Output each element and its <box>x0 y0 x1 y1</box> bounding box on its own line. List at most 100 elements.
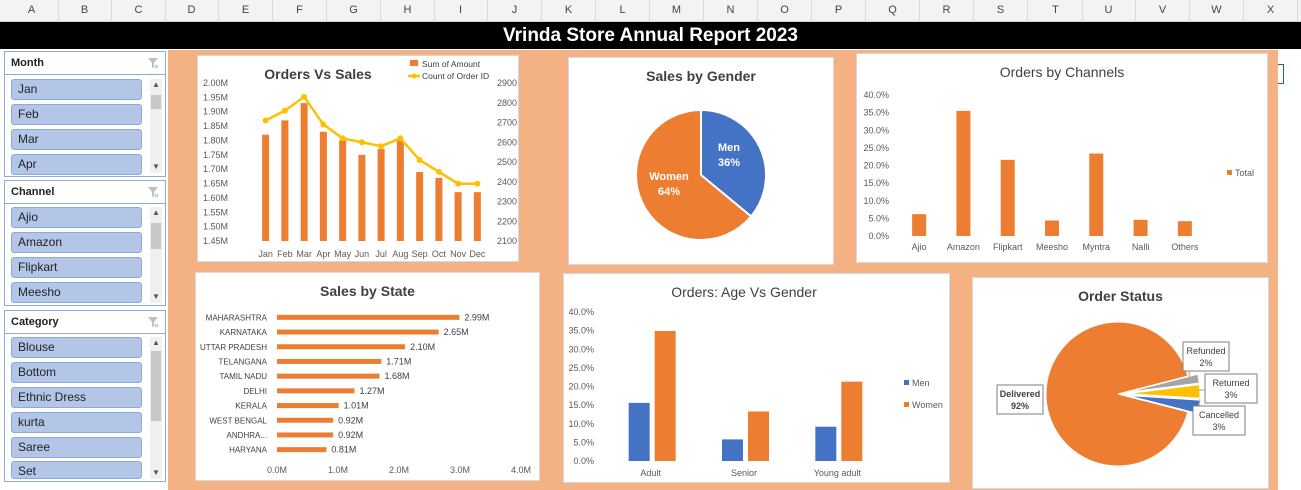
slicer-item-month[interactable]: Mar <box>11 129 142 150</box>
column-header-b[interactable]: B <box>58 0 112 21</box>
bar-value-label: 2.65M <box>444 327 469 337</box>
column-header-o[interactable]: O <box>758 0 812 21</box>
slicer-item-channel[interactable]: Meesho <box>11 282 142 303</box>
channel-slicer-scrollbar[interactable]: ▲ ▼ <box>150 207 162 303</box>
y-tick-label: 1.70M <box>203 164 228 174</box>
scroll-thumb[interactable] <box>151 223 161 249</box>
slicer-item-channel[interactable]: Ajio <box>11 207 142 228</box>
slicer-item-category[interactable]: Set <box>11 461 142 479</box>
y2-tick-label: 2700 <box>497 118 517 128</box>
column-header-j[interactable]: J <box>488 0 542 21</box>
y-tick-label: 35.0% <box>568 326 594 336</box>
column-header-c[interactable]: C <box>112 0 166 21</box>
pie-value-women: 64% <box>658 186 680 198</box>
y-tick-label: 10.0% <box>568 419 594 429</box>
callout-label-returned: Returned <box>1212 378 1249 388</box>
bar-state-sales <box>277 314 460 320</box>
clear-filter-icon[interactable] <box>147 316 159 328</box>
scroll-up-icon[interactable]: ▲ <box>152 80 160 89</box>
y-tick-label: 1.85M <box>203 121 228 131</box>
orders-by-channels-chart[interactable]: Orders by Channels 40.0% 35.0% 30.0% 25.0% 2… <box>856 53 1268 263</box>
scroll-down-icon[interactable]: ▼ <box>152 292 160 301</box>
y-tick-label: 10.0% <box>863 196 889 206</box>
column-header-h[interactable]: H <box>381 0 435 21</box>
bar-state-sales <box>277 447 327 453</box>
slicer-item-month[interactable]: Feb <box>11 104 142 125</box>
scroll-up-icon[interactable]: ▲ <box>152 338 160 347</box>
scroll-down-icon[interactable]: ▼ <box>152 162 160 171</box>
column-header-l[interactable]: L <box>596 0 650 21</box>
slicer-item-month[interactable]: Apr <box>11 154 142 175</box>
x-tick-label: Others <box>1171 242 1199 252</box>
y-tick-label: 30.0% <box>568 344 594 354</box>
y-tick-label: 40.0% <box>863 90 889 100</box>
scroll-down-icon[interactable]: ▼ <box>152 468 160 477</box>
pie-slice-men <box>700 108 767 218</box>
clear-filter-icon[interactable] <box>147 57 159 69</box>
slicer-item-month[interactable]: Jan <box>11 79 142 100</box>
category-slicer[interactable]: Category Blouse Bottom Ethnic Dress kurt… <box>4 310 166 482</box>
x-tick-label: Ajio <box>912 242 927 252</box>
column-header-r[interactable]: R <box>920 0 974 21</box>
x-tick-label: 0.0M <box>267 465 287 475</box>
scroll-thumb[interactable] <box>151 95 161 109</box>
orders-vs-sales-plot: 2.00M 1.95M 1.90M 1.85M 1.80M 1.75M 1.70M 1.65M… <box>203 59 517 259</box>
column-header-i[interactable]: I <box>434 0 488 21</box>
sales-by-state-chart[interactable]: Sales by State MAHARASHTRA 2.99M KARNATAKA… <box>195 272 540 481</box>
slicer-item-category[interactable]: kurta <box>11 412 142 433</box>
bar-value-label: 0.81M <box>331 445 356 455</box>
column-header-d[interactable]: D <box>165 0 219 21</box>
order-status-chart[interactable]: Order Status Delivered 92% Refunded 2% Retur… <box>972 277 1269 489</box>
slicer-item-channel[interactable]: Flipkart <box>11 257 142 278</box>
point-count-of-order-id <box>474 180 481 187</box>
scroll-thumb[interactable] <box>151 351 161 421</box>
slicer-item-category[interactable]: Saree <box>11 437 142 458</box>
column-header-u[interactable]: U <box>1082 0 1136 21</box>
column-header-f[interactable]: F <box>273 0 327 21</box>
chart-title: Orders: Age Vs Gender <box>671 284 817 300</box>
channel-slicer[interactable]: Channel Ajio Amazon Flipkart Meesho ▲ ▼ <box>4 180 166 306</box>
column-header-p[interactable]: P <box>812 0 866 21</box>
column-header-m[interactable]: M <box>650 0 704 21</box>
sales-by-gender-chart[interactable]: Sales by Gender Men 36% Women 64% <box>568 57 834 265</box>
month-slicer[interactable]: Month Jan Feb Mar Apr ▲ ▼ <box>4 51 166 177</box>
orders-vs-sales-chart[interactable]: Orders Vs Sales 2.00M 1.95M 1.90M 1.85M 1.80… <box>197 55 519 262</box>
y-tick-label: 40.0% <box>568 307 594 317</box>
x-tick-label: 4.0M <box>511 465 531 475</box>
column-header-n[interactable]: N <box>704 0 758 21</box>
scroll-up-icon[interactable]: ▲ <box>152 208 160 217</box>
column-header-k[interactable]: K <box>542 0 596 21</box>
category-slicer-scrollbar[interactable]: ▲ ▼ <box>150 337 162 479</box>
point-count-of-order-id <box>301 93 308 100</box>
point-count-of-order-id <box>320 121 327 128</box>
column-header-e[interactable]: E <box>219 0 273 21</box>
column-header-q[interactable]: Q <box>866 0 920 21</box>
month-slicer-scrollbar[interactable]: ▲ ▼ <box>150 79 162 173</box>
slicer-item-category[interactable]: Blouse <box>11 337 142 358</box>
bar-sum-of-amount <box>319 131 327 241</box>
x-tick-label: Flipkart <box>993 242 1023 252</box>
orders-age-vs-gender-chart[interactable]: Orders: Age Vs Gender 40.0% 35.0% 30.0% 25.… <box>563 273 950 483</box>
bar-value-label: 1.71M <box>386 356 411 366</box>
column-header-t[interactable]: T <box>1029 0 1083 21</box>
y-tick-label: 15.0% <box>863 178 889 188</box>
y-tick-label: 1.95M <box>203 92 228 102</box>
clear-filter-icon[interactable] <box>147 186 159 198</box>
chart-title: Orders by Channels <box>999 64 1125 80</box>
slicer-item-channel[interactable]: Amazon <box>11 232 142 253</box>
orders-age-vs-gender-plot: 40.0% 35.0% 30.0% 25.0% 20.0% 15.0% 10.0% 5.0% 0… <box>568 307 942 478</box>
bar-sum-of-amount <box>358 154 366 241</box>
legend-label-count-of-order-id: Count of Order ID <box>422 71 489 81</box>
column-header-a[interactable]: A <box>5 0 59 21</box>
column-header-s[interactable]: S <box>974 0 1028 21</box>
y-tick-label: 5.0% <box>573 437 594 447</box>
column-header-g[interactable]: G <box>327 0 381 21</box>
point-count-of-order-id <box>416 157 423 164</box>
column-header-v[interactable]: V <box>1136 0 1190 21</box>
slicer-item-category[interactable]: Bottom <box>11 362 142 383</box>
slicer-item-category[interactable]: Ethnic Dress <box>11 387 142 408</box>
column-header-w[interactable]: W <box>1190 0 1244 21</box>
pie-label-men: Men <box>718 142 740 154</box>
column-header-x[interactable]: X <box>1244 0 1298 21</box>
